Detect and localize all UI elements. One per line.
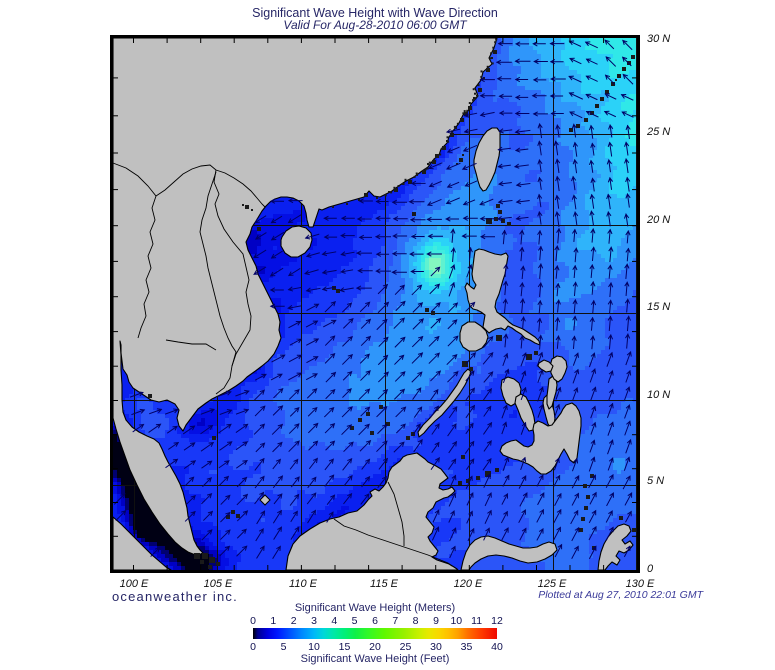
svg-text:115 E: 115 E [370, 578, 399, 590]
svg-text:120 E: 120 E [454, 578, 483, 590]
svg-text:Plotted at Aug 27, 2010 22:01: Plotted at Aug 27, 2010 22:01 GMT [538, 589, 704, 601]
svg-text:100 E: 100 E [120, 578, 149, 590]
svg-text:30 N: 30 N [647, 33, 670, 45]
svg-text:125 E: 125 E [538, 578, 567, 590]
svg-text:7: 7 [392, 615, 398, 627]
svg-text:Valid For Aug-28-2010 06:00 GM: Valid For Aug-28-2010 06:00 GMT [283, 18, 468, 32]
svg-text:oceanweather inc.: oceanweather inc. [112, 589, 238, 604]
svg-text:9: 9 [433, 615, 439, 627]
svg-text:10 N: 10 N [647, 389, 670, 401]
svg-text:20: 20 [369, 641, 381, 653]
svg-text:35: 35 [461, 641, 473, 653]
svg-text:3: 3 [311, 615, 317, 627]
svg-text:5: 5 [352, 615, 358, 627]
svg-text:Significant Wave Height (Feet): Significant Wave Height (Feet) [301, 653, 450, 665]
svg-text:40: 40 [491, 641, 503, 653]
svg-text:0: 0 [647, 563, 654, 575]
svg-text:130 E: 130 E [626, 578, 655, 590]
svg-text:8: 8 [413, 615, 419, 627]
svg-text:30: 30 [430, 641, 442, 653]
svg-text:15 N: 15 N [647, 301, 670, 313]
svg-text:10: 10 [450, 615, 462, 627]
svg-text:12: 12 [491, 615, 503, 627]
svg-text:0: 0 [250, 615, 256, 627]
svg-text:1: 1 [270, 615, 276, 627]
svg-text:Significant Wave Height (Meter: Significant Wave Height (Meters) [295, 602, 455, 614]
svg-text:25: 25 [400, 641, 412, 653]
svg-text:110 E: 110 E [289, 578, 318, 590]
svg-text:5: 5 [281, 641, 287, 653]
svg-text:20 N: 20 N [646, 214, 670, 226]
svg-text:15: 15 [339, 641, 351, 653]
svg-text:5 N: 5 N [647, 475, 664, 487]
svg-text:4: 4 [331, 615, 337, 627]
svg-text:2: 2 [291, 615, 297, 627]
svg-text:25 N: 25 N [646, 126, 670, 138]
svg-text:105 E: 105 E [204, 578, 233, 590]
svg-text:10: 10 [308, 641, 320, 653]
svg-text:0: 0 [250, 641, 256, 653]
svg-text:Significant Wave Height with W: Significant Wave Height with Wave Direct… [252, 6, 498, 20]
svg-text:6: 6 [372, 615, 378, 627]
svg-text:11: 11 [471, 615, 482, 627]
